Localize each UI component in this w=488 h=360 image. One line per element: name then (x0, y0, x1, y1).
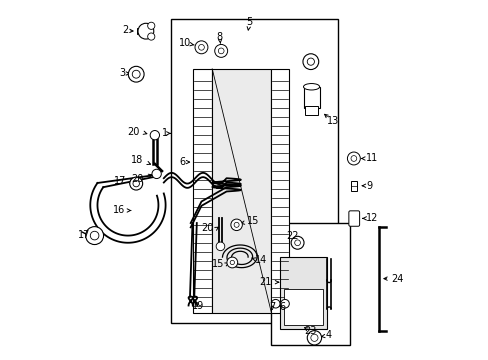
Bar (192, 69, 212, 313)
FancyBboxPatch shape (348, 211, 359, 226)
Text: 12: 12 (366, 213, 378, 223)
Circle shape (150, 131, 159, 140)
Text: 8: 8 (216, 32, 222, 41)
Bar (305, 107, 317, 116)
Circle shape (303, 54, 318, 69)
Text: 19: 19 (191, 301, 203, 311)
Text: 6: 6 (279, 302, 285, 312)
Bar (171, 19, 337, 323)
Text: 17: 17 (114, 176, 126, 186)
Text: 14: 14 (255, 255, 267, 265)
Text: 18: 18 (131, 155, 143, 165)
Text: 15: 15 (247, 216, 259, 226)
Bar (271, 223, 349, 345)
Circle shape (198, 44, 204, 50)
Circle shape (290, 236, 304, 249)
Text: 17: 17 (78, 230, 90, 239)
Circle shape (230, 219, 242, 230)
Circle shape (271, 300, 280, 308)
Circle shape (138, 23, 153, 39)
Circle shape (147, 33, 155, 40)
Circle shape (234, 222, 239, 227)
Circle shape (306, 330, 321, 345)
Ellipse shape (129, 75, 143, 79)
Bar (280, 257, 326, 329)
Text: 13: 13 (326, 116, 339, 126)
Text: 16: 16 (113, 206, 125, 216)
Text: 9: 9 (366, 181, 372, 191)
Bar (271, 69, 289, 313)
Text: 22: 22 (286, 231, 299, 240)
Circle shape (90, 231, 99, 240)
Circle shape (280, 300, 289, 308)
Circle shape (310, 334, 317, 341)
Text: 11: 11 (366, 153, 378, 163)
Circle shape (218, 48, 224, 54)
Text: 3: 3 (119, 68, 125, 78)
Bar (351, 181, 356, 191)
Circle shape (230, 260, 234, 265)
Text: 24: 24 (390, 274, 403, 284)
Bar (212, 69, 271, 313)
Circle shape (294, 240, 300, 246)
Text: 23: 23 (304, 326, 316, 336)
Text: 5: 5 (245, 17, 252, 27)
Circle shape (226, 257, 237, 268)
Text: 20: 20 (201, 224, 214, 233)
Circle shape (129, 177, 142, 190)
Circle shape (85, 226, 103, 244)
Circle shape (152, 169, 161, 179)
Circle shape (132, 70, 140, 78)
Circle shape (306, 58, 314, 65)
Circle shape (133, 180, 139, 187)
Text: 2: 2 (122, 25, 128, 35)
Text: 7: 7 (269, 302, 275, 312)
Circle shape (216, 242, 224, 251)
Text: 20: 20 (127, 127, 140, 136)
Circle shape (346, 152, 360, 165)
Circle shape (214, 44, 227, 57)
Bar (303, 87, 319, 108)
Bar (137, 28, 142, 34)
Circle shape (128, 66, 144, 82)
Text: 10: 10 (179, 38, 191, 48)
Text: 1: 1 (161, 129, 167, 138)
Text: 20: 20 (131, 174, 143, 184)
Bar (284, 289, 323, 325)
Text: 21: 21 (259, 277, 271, 287)
Text: 15: 15 (212, 259, 224, 269)
Ellipse shape (303, 84, 319, 90)
Circle shape (350, 156, 356, 161)
Circle shape (195, 41, 207, 54)
Text: 4: 4 (325, 330, 331, 340)
Circle shape (147, 22, 155, 30)
Text: 6: 6 (180, 157, 185, 167)
